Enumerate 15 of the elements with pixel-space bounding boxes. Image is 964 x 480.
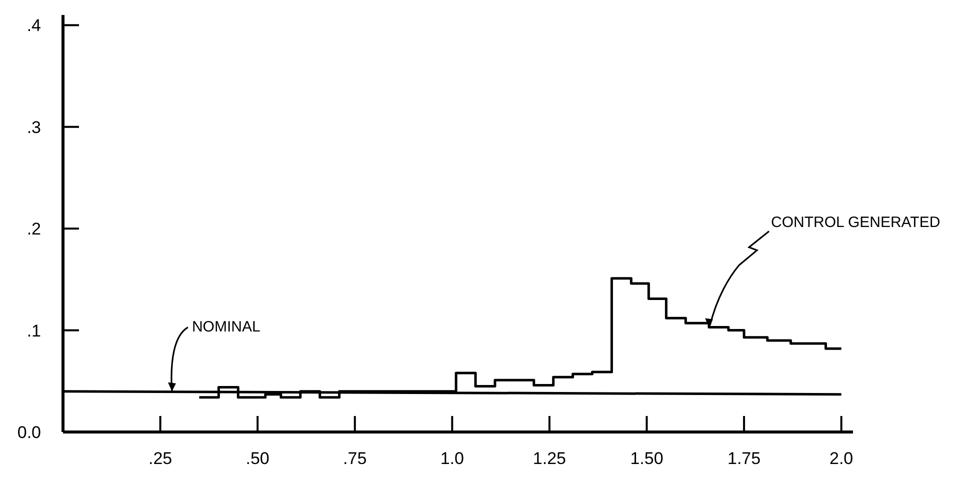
x-tick-label: 1.0 [440,449,464,468]
y-tick-label: .4 [26,16,41,36]
x-tick-label: 1.50 [630,449,664,468]
x-tick-label: .75 [343,449,367,468]
x-tick-label: .50 [246,449,270,468]
annotation: CONTROL GENERATED [771,214,940,232]
y-tick-label: .2 [26,220,41,239]
y-tick-label: .1 [26,321,41,340]
x-tick-label: 2.0 [830,449,854,468]
x-tick-label: 1.25 [532,449,566,468]
y-tick-label: 0.0 [17,423,41,442]
annotation: NOMINAL [192,318,260,336]
y-tick-label: .3 [26,118,41,137]
x-tick-label: .25 [148,449,172,468]
x-tick-label: 1.75 [727,449,761,468]
